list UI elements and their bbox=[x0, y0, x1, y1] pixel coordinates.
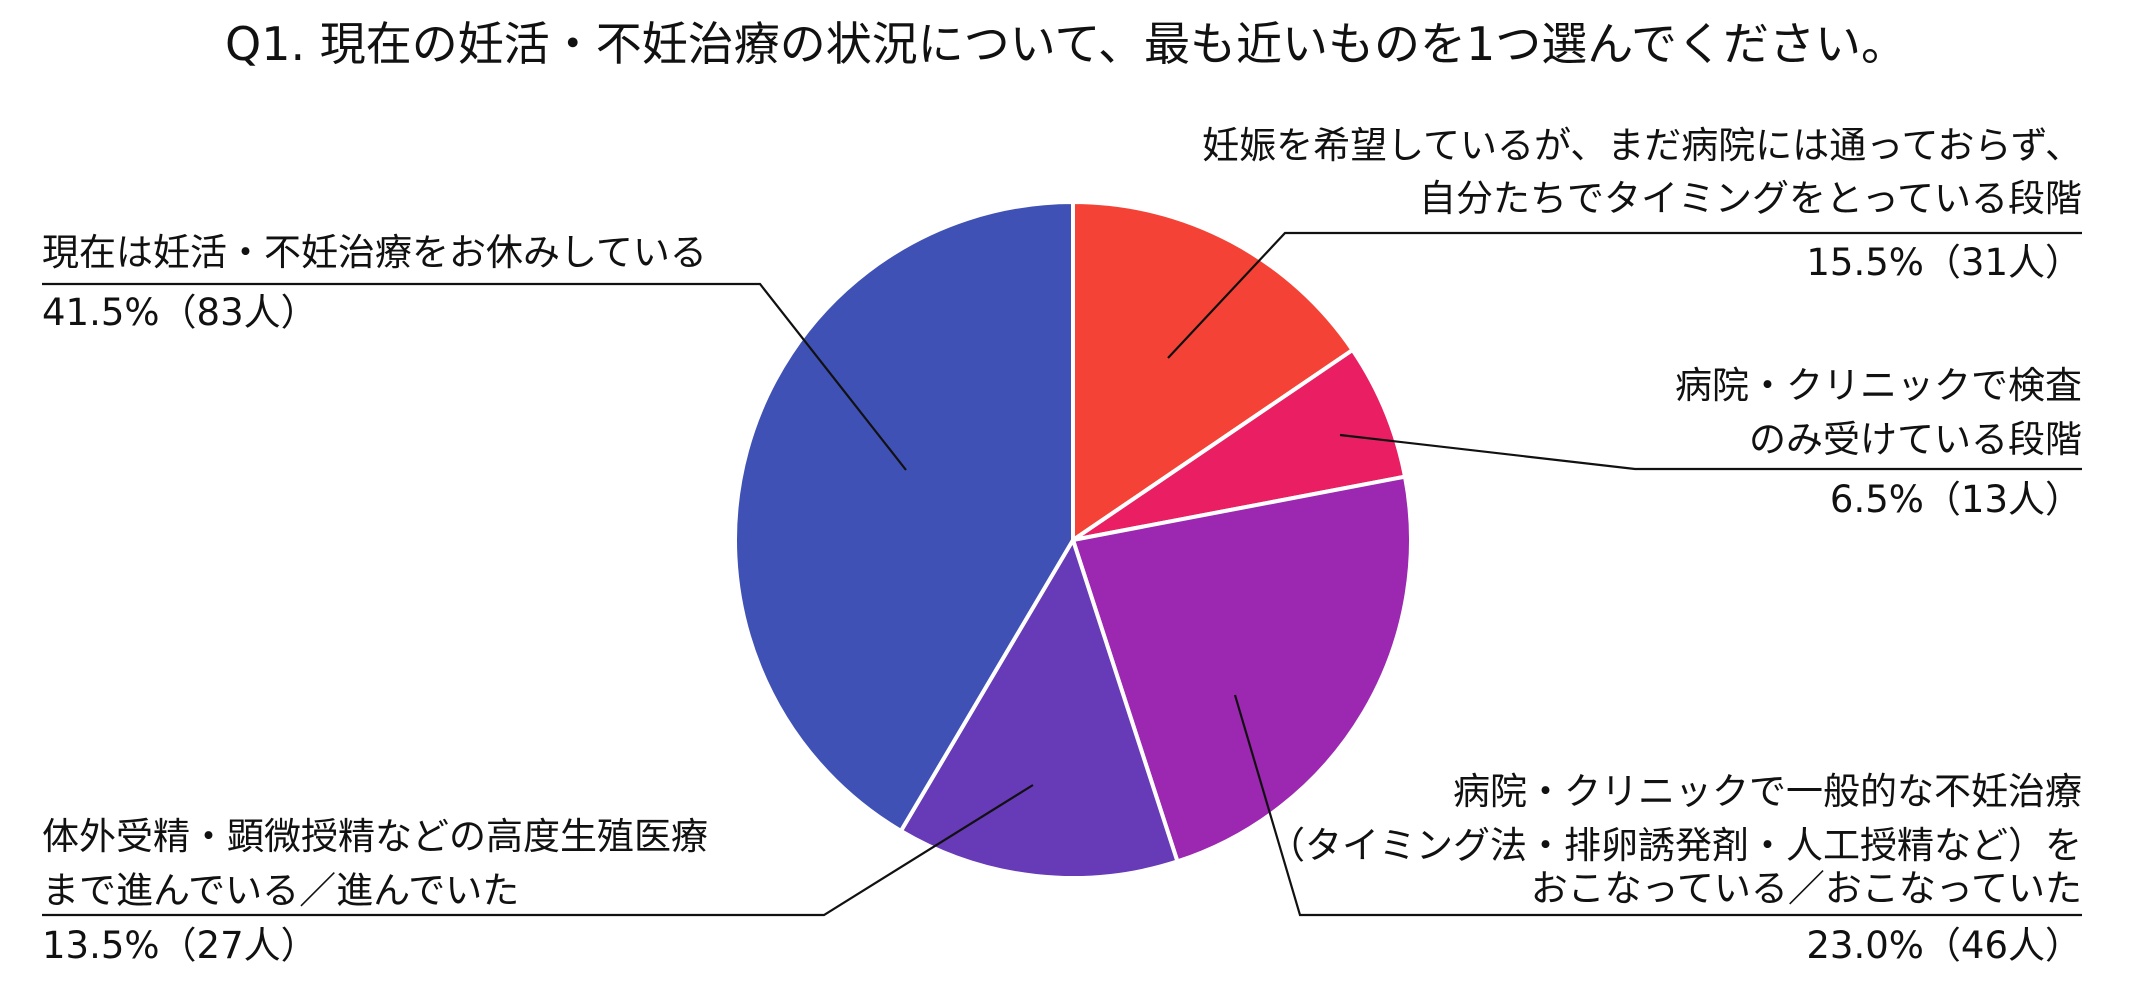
slice-value-2: 6.5%（13人） bbox=[1830, 478, 2082, 521]
slice-label-3-line-3: おこなっている／おこなっていた bbox=[1531, 867, 2082, 910]
slice-label-1-line-1: 妊娠を希望しているが、まだ病院には通っておらず、 bbox=[1202, 124, 2082, 167]
slice-value-3: 23.0%（46人） bbox=[1806, 924, 2082, 967]
chart-title: Q1. 現在の妊活・不妊治療の状況について、最も近いものを1つ選んでください。 bbox=[225, 17, 1907, 71]
leader-lines bbox=[42, 231, 2082, 917]
pie-slices bbox=[732, 199, 1413, 881]
leader-line-4 bbox=[42, 784, 1034, 917]
slice-label-2-line-1: 病院・クリニックで検査 bbox=[1675, 364, 2082, 407]
slice-label-2-line-2: のみ受けている段階 bbox=[1749, 418, 2082, 461]
leader-line-2 bbox=[1339, 433, 2082, 471]
slice-value-1: 15.5%（31人） bbox=[1806, 241, 2082, 284]
slice-label-4-line-2: まで進んでいる／進んでいた bbox=[42, 869, 519, 912]
slice-label-3-line-1: 病院・クリニックで一般的な不妊治療 bbox=[1453, 770, 2082, 813]
slice-value-4: 13.5%（27人） bbox=[42, 924, 318, 967]
slice-labels: 妊娠を希望しているが、まだ病院には通っておらず、自分たちでタイミングをとっている… bbox=[42, 124, 2082, 967]
slice-label-4-line-1: 体外受精・顕微授精などの高度生殖医療 bbox=[42, 815, 708, 858]
pie-slice-2 bbox=[1071, 347, 1408, 542]
pie-slice-1 bbox=[1071, 199, 1356, 544]
slice-value-5: 41.5%（83人） bbox=[42, 291, 318, 334]
pie-slice-3 bbox=[1070, 474, 1413, 864]
leader-line-5 bbox=[42, 282, 907, 471]
slice-label-3-line-2: （タイミング法・排卵誘発剤・人工授精など）を bbox=[1268, 824, 2082, 867]
pie-slice-4 bbox=[898, 535, 1180, 881]
leader-line-3 bbox=[1233, 694, 2082, 917]
slice-label-5-line-1: 現在は妊活・不妊治療をお休みしている bbox=[42, 231, 707, 274]
leader-line-1 bbox=[1167, 231, 2082, 359]
slice-label-1-line-2: 自分たちでタイミングをとっている段階 bbox=[1419, 177, 2082, 220]
